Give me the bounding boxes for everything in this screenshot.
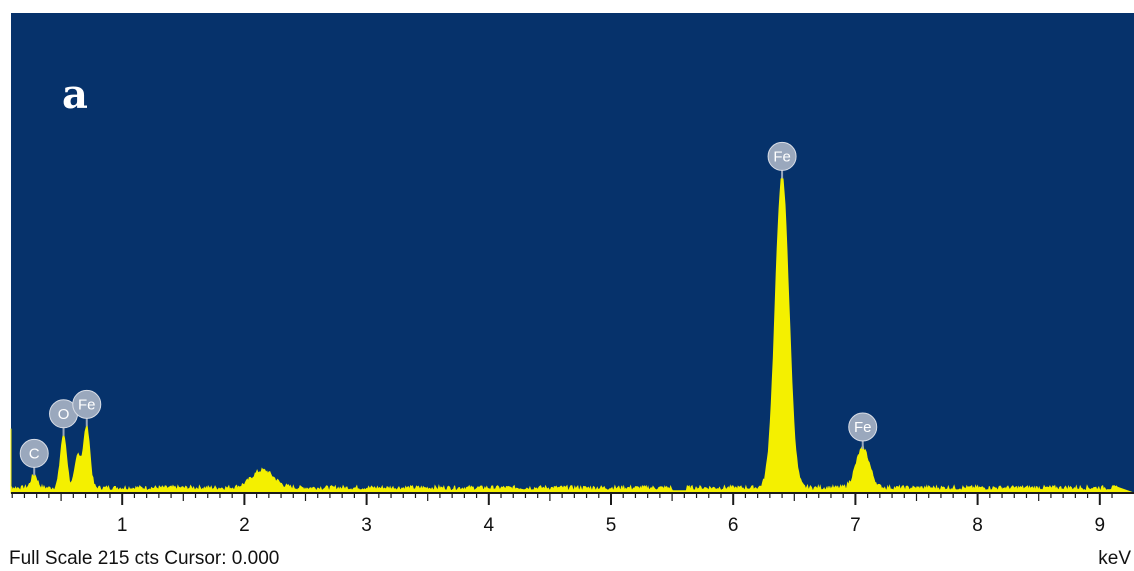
x-tick-label: 7 <box>850 515 861 536</box>
panel-label: a <box>62 71 88 118</box>
peak-label-badge <box>19 438 49 468</box>
unit-label: keV <box>1098 548 1131 569</box>
x-tick-labels: 1 2 3 4 5 6 7 8 9 <box>117 515 1105 536</box>
x-tick-label: 3 <box>361 515 372 536</box>
x-tick-label: 4 <box>484 515 495 536</box>
peak-labels: C O Fe Fe Fe <box>19 141 878 476</box>
x-ticks <box>11 493 1113 505</box>
x-tick-label: 1 <box>117 515 128 536</box>
peak-label-text: Fe <box>78 396 96 413</box>
peak-label-badge <box>767 141 797 171</box>
peak-label-fe: Fe <box>72 389 102 427</box>
x-tick-label: 5 <box>606 515 617 536</box>
peak-label-fe: Fe <box>848 412 878 449</box>
peak-label-text: O <box>58 406 70 423</box>
x-tick-label: 2 <box>239 515 250 536</box>
full-scale-status: Full Scale 215 cts Cursor: 0.000 <box>9 548 279 569</box>
peak-label-text: C <box>29 445 40 462</box>
peak-label-badge <box>848 412 878 442</box>
x-tick-label: 9 <box>1095 515 1106 536</box>
spectrum-area <box>10 174 1134 494</box>
peak-label-text: Fe <box>773 148 791 165</box>
peak-label-text: Fe <box>854 419 872 436</box>
x-tick-label: 6 <box>728 515 739 536</box>
peak-label-c: C <box>19 438 49 476</box>
peak-label-fe: Fe <box>767 141 797 179</box>
peak-label-badge <box>72 389 102 419</box>
plot-background <box>11 13 1134 493</box>
x-tick-label: 8 <box>972 515 983 536</box>
